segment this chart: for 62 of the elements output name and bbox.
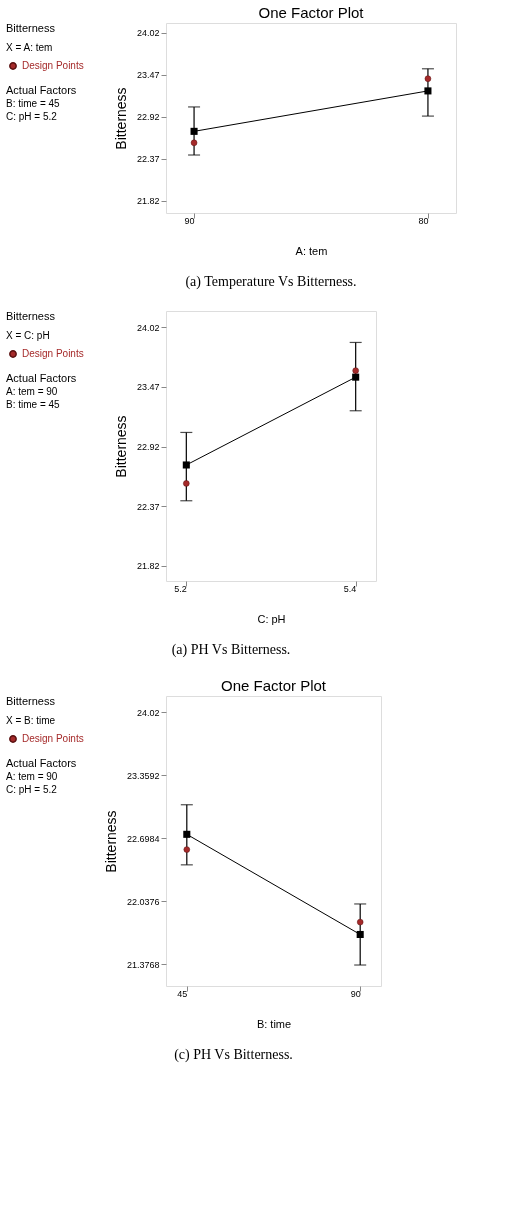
text: X = C: pH <box>6 330 50 341</box>
y-tick-label: 22.92 <box>136 442 160 453</box>
text: B: time = 45 <box>6 98 61 109</box>
y-tick-label: 22.92 <box>136 112 160 123</box>
text: C: pH = 5.2 <box>6 784 58 795</box>
point <box>424 87 432 95</box>
x-axis-title: C: pH <box>257 612 286 625</box>
y-tick-label: 24.02 <box>136 322 160 333</box>
y-tick-label: 21.82 <box>136 561 160 572</box>
text: X = B: time <box>6 715 56 726</box>
point <box>190 139 198 146</box>
point <box>352 373 360 381</box>
y-tick-label: 22.37 <box>136 154 160 165</box>
y-tick-label: 22.0376 <box>126 896 160 907</box>
x-tick-label: 5.2 <box>174 583 187 594</box>
text: (c) PH Vs Bitterness. <box>174 1047 293 1063</box>
text: B: time = 45 <box>6 399 61 410</box>
point <box>352 367 359 374</box>
y-tick-label: 24.02 <box>136 28 160 39</box>
point <box>356 930 364 939</box>
y-tick-label: 21.82 <box>136 196 160 207</box>
text: A: tem = 90 <box>6 771 58 782</box>
y-tick-label: 21.3768 <box>126 959 160 970</box>
x-tick-label: 90 <box>184 215 195 226</box>
point <box>182 461 190 469</box>
y-tick-label: 24.02 <box>136 707 160 718</box>
legend-label: Design Points <box>22 60 84 71</box>
point <box>183 846 191 853</box>
text: Actual Factors <box>6 84 77 96</box>
x-tick-label: 45 <box>177 988 188 999</box>
chart-title: One Factor Plot <box>258 4 365 21</box>
x-tick-label: 90 <box>350 988 361 999</box>
legend-label: Design Points <box>22 733 84 744</box>
text: C: pH = 5.2 <box>6 111 58 122</box>
y-tick-label: 23.47 <box>136 70 160 81</box>
legend-label: Design Points <box>22 348 84 359</box>
point <box>356 918 364 926</box>
x-axis-title: A: tem <box>295 244 328 257</box>
point <box>190 127 198 135</box>
x-tick-label: 5.4 <box>343 583 357 594</box>
point <box>183 480 190 487</box>
y-tick-label: 22.37 <box>136 501 160 512</box>
point <box>424 75 432 82</box>
text: Actual Factors <box>6 757 77 769</box>
y-tick-label: 23.3592 <box>126 770 160 781</box>
y-tick-label: 23.47 <box>136 382 160 393</box>
text: (a) Temperature Vs Bitterness. <box>185 274 357 290</box>
text: Bitterness <box>6 695 56 707</box>
chart-title: One Factor Plot <box>220 677 327 694</box>
text: A: tem = 90 <box>6 386 58 397</box>
text: X = A: tem <box>6 42 53 53</box>
text: Actual Factors <box>6 372 77 384</box>
text: Bitterness <box>6 22 56 34</box>
text: Bitterness <box>6 310 56 322</box>
x-axis-title: B: time <box>256 1017 292 1030</box>
y-axis-title: Bitterness <box>112 415 129 478</box>
y-axis-title: Bitterness <box>112 87 129 150</box>
y-axis-title: Bitterness <box>102 810 119 873</box>
y-tick-label: 22.6984 <box>126 833 160 844</box>
x-tick-label: 80 <box>418 215 429 226</box>
point <box>183 830 191 838</box>
text: (a) PH Vs Bitterness. <box>171 642 291 658</box>
